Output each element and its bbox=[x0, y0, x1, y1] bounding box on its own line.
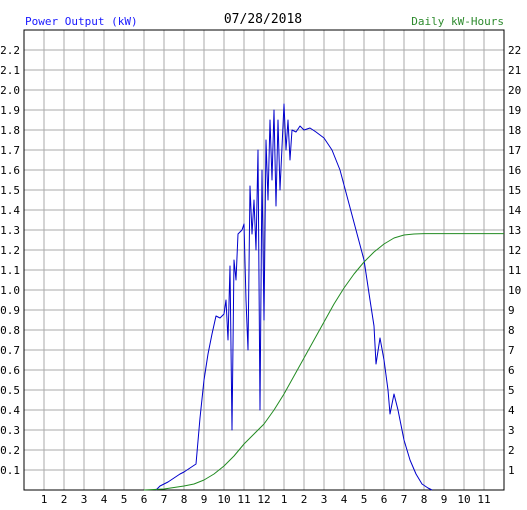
x-tick-label: 7 bbox=[161, 493, 168, 506]
left-axis-ticks: 0.1 0.2 0.3 0.4 0.5 0.6 0.7 0.8 0.9 1.0 1.1 1.2 1.3 1… bbox=[0, 44, 20, 477]
x-tick-label: 3 bbox=[81, 493, 88, 506]
x-tick-label: 6 bbox=[381, 493, 388, 506]
x-tick-label: 9 bbox=[201, 493, 208, 506]
x-tick-label: 10 bbox=[217, 493, 230, 506]
right-tick-label: 17 bbox=[508, 144, 521, 157]
chart-title: 07/28/2018 bbox=[224, 12, 302, 27]
left-tick-label: 2.0 bbox=[0, 84, 20, 97]
left-tick-label: 1.2 bbox=[0, 244, 20, 257]
left-tick-label: 0.4 bbox=[0, 404, 20, 417]
right-tick-label: 15 bbox=[508, 184, 521, 197]
x-tick-label: 7 bbox=[401, 493, 408, 506]
x-axis-ticks: 1 2 3 4 5 6 7 8 9 10 11 12 1 2 3 4 5 6 7 8 9 10 11 bbox=[41, 493, 491, 506]
power-series-line bbox=[155, 103, 433, 491]
plot-frame bbox=[23, 29, 505, 491]
x-tick-label: 4 bbox=[101, 493, 108, 506]
right-tick-label: 6 bbox=[508, 364, 515, 377]
x-tick-label: 1 bbox=[41, 493, 48, 506]
x-tick-label: 12 bbox=[257, 493, 270, 506]
x-tick-label: 4 bbox=[341, 493, 348, 506]
left-tick-label: 0.8 bbox=[0, 324, 20, 337]
x-tick-label: 1 bbox=[281, 493, 288, 506]
x-tick-label: 8 bbox=[421, 493, 428, 506]
left-tick-label: 0.9 bbox=[0, 304, 20, 317]
left-tick-label: 1.4 bbox=[0, 204, 20, 217]
left-tick-label: 1.9 bbox=[0, 104, 20, 117]
right-tick-label: 4 bbox=[508, 404, 515, 417]
left-axis-title: Power Output (kW) bbox=[25, 15, 138, 28]
left-tick-label: 2.1 bbox=[0, 64, 20, 77]
x-tick-label: 2 bbox=[301, 493, 308, 506]
x-tick-label: 2 bbox=[61, 493, 68, 506]
right-tick-label: 16 bbox=[508, 164, 521, 177]
right-tick-label: 9 bbox=[508, 304, 515, 317]
left-tick-label: 1.8 bbox=[0, 124, 20, 137]
chart-grid bbox=[24, 30, 504, 490]
x-tick-label: 9 bbox=[441, 493, 448, 506]
right-tick-label: 7 bbox=[508, 344, 515, 357]
right-tick-label: 11 bbox=[508, 264, 521, 277]
right-tick-label: 14 bbox=[508, 204, 522, 217]
left-tick-label: 1.7 bbox=[0, 144, 20, 157]
right-tick-label: 18 bbox=[508, 124, 521, 137]
right-tick-label: 10 bbox=[508, 284, 521, 297]
x-tick-label: 8 bbox=[181, 493, 188, 506]
left-tick-label: 2.2 bbox=[0, 44, 20, 57]
left-tick-label: 0.1 bbox=[0, 464, 20, 477]
left-tick-label: 1.0 bbox=[0, 284, 20, 297]
right-tick-label: 19 bbox=[508, 104, 521, 117]
right-tick-label: 5 bbox=[508, 384, 515, 397]
right-tick-label: 8 bbox=[508, 324, 515, 337]
right-tick-label: 21 bbox=[508, 64, 521, 77]
x-tick-label: 11 bbox=[237, 493, 250, 506]
right-tick-label: 13 bbox=[508, 224, 521, 237]
series-lines bbox=[143, 103, 504, 491]
right-tick-label: 3 bbox=[508, 424, 515, 437]
left-tick-label: 1.6 bbox=[0, 164, 20, 177]
left-tick-label: 1.3 bbox=[0, 224, 20, 237]
x-tick-label: 10 bbox=[457, 493, 470, 506]
x-tick-label: 3 bbox=[321, 493, 328, 506]
right-tick-label: 12 bbox=[508, 244, 521, 257]
x-tick-label: 5 bbox=[361, 493, 368, 506]
left-tick-label: 0.3 bbox=[0, 424, 20, 437]
right-tick-label: 2 bbox=[508, 444, 515, 457]
energy-series-line bbox=[143, 233, 504, 491]
x-tick-label: 6 bbox=[141, 493, 148, 506]
right-axis-title: Daily kW-Hours bbox=[411, 15, 504, 28]
left-tick-label: 0.2 bbox=[0, 444, 20, 457]
x-tick-label: 5 bbox=[121, 493, 128, 506]
left-tick-label: 0.5 bbox=[0, 384, 20, 397]
left-tick-label: 1.5 bbox=[0, 184, 20, 197]
left-tick-label: 0.6 bbox=[0, 364, 20, 377]
right-tick-label: 20 bbox=[508, 84, 521, 97]
left-tick-label: 0.7 bbox=[0, 344, 20, 357]
right-tick-label: 22 bbox=[508, 44, 521, 57]
left-tick-label: 1.1 bbox=[0, 264, 20, 277]
x-tick-label: 11 bbox=[477, 493, 490, 506]
right-tick-label: 1 bbox=[508, 464, 515, 477]
